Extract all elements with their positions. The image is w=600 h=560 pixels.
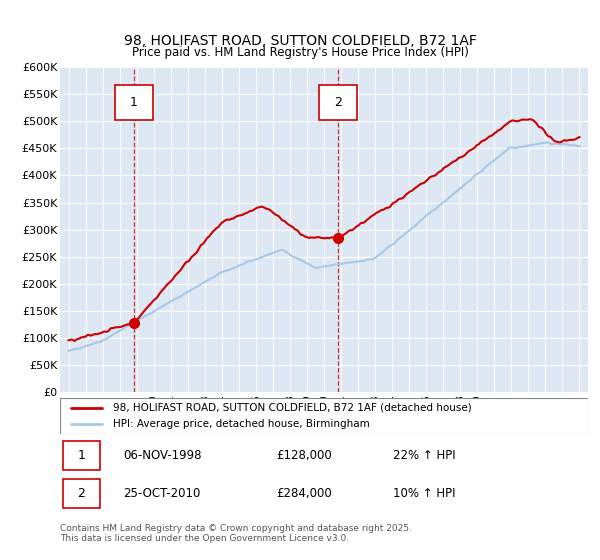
Text: 2: 2 — [334, 96, 342, 109]
Text: 98, HOLIFAST ROAD, SUTTON COLDFIELD, B72 1AF: 98, HOLIFAST ROAD, SUTTON COLDFIELD, B72… — [124, 34, 476, 48]
Text: 06-NOV-1998: 06-NOV-1998 — [124, 449, 202, 462]
Text: £284,000: £284,000 — [277, 487, 332, 500]
FancyBboxPatch shape — [62, 479, 100, 508]
FancyBboxPatch shape — [62, 441, 100, 470]
Text: 10% ↑ HPI: 10% ↑ HPI — [392, 487, 455, 500]
Text: HPI: Average price, detached house, Birmingham: HPI: Average price, detached house, Birm… — [113, 419, 370, 429]
Text: Contains HM Land Registry data © Crown copyright and database right 2025.
This d: Contains HM Land Registry data © Crown c… — [60, 524, 412, 543]
Text: 25-OCT-2010: 25-OCT-2010 — [124, 487, 201, 500]
FancyBboxPatch shape — [60, 398, 588, 434]
FancyBboxPatch shape — [115, 85, 153, 120]
Text: 22% ↑ HPI: 22% ↑ HPI — [392, 449, 455, 462]
Text: 1: 1 — [130, 96, 138, 109]
Text: 2: 2 — [77, 487, 85, 500]
Text: 98, HOLIFAST ROAD, SUTTON COLDFIELD, B72 1AF (detached house): 98, HOLIFAST ROAD, SUTTON COLDFIELD, B72… — [113, 403, 472, 413]
FancyBboxPatch shape — [319, 85, 357, 120]
Text: 1: 1 — [77, 449, 85, 462]
Text: £128,000: £128,000 — [277, 449, 332, 462]
Text: Price paid vs. HM Land Registry's House Price Index (HPI): Price paid vs. HM Land Registry's House … — [131, 46, 469, 59]
